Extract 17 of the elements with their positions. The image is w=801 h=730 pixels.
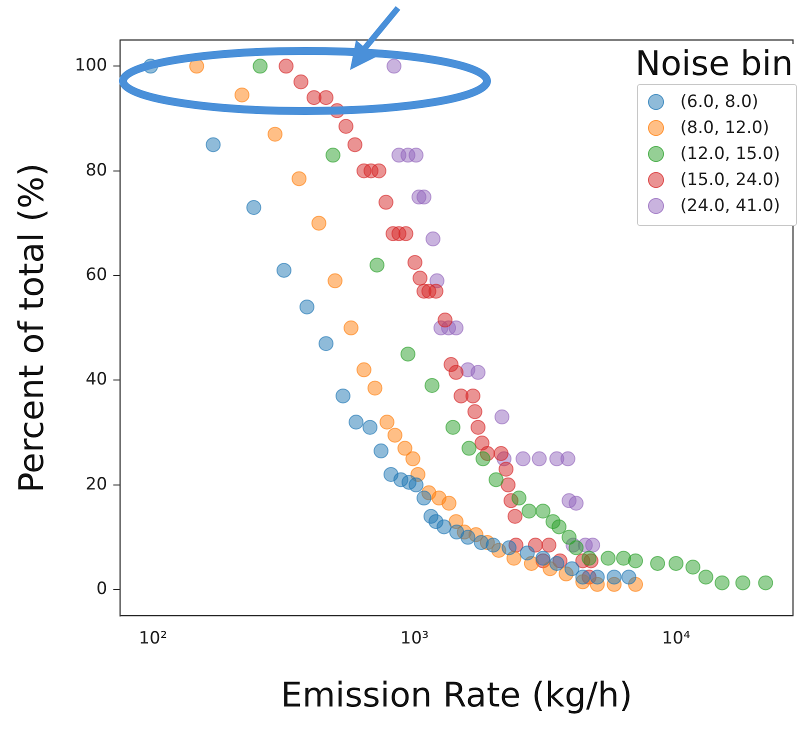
y-tick-label: 60 <box>86 264 108 285</box>
y-tick-label: 80 <box>86 160 108 180</box>
y-tick-label: 100 <box>74 56 108 76</box>
x-tick-label: 10³ <box>400 628 429 648</box>
legend-label: (8.0, 12.0) <box>680 118 770 138</box>
legend-label: (12.0, 15.0) <box>680 144 780 164</box>
y-axis-title: Percent of total (%) <box>12 163 52 493</box>
x-axis-title: Emission Rate (kg/h) <box>280 675 632 716</box>
legend-title: Noise bin <box>631 44 797 84</box>
y-tick-label: 40 <box>86 370 108 390</box>
legend-label: (24.0, 41.0) <box>680 196 780 216</box>
x-tick-label: 10² <box>138 628 168 648</box>
y-tick-label: 0 <box>96 579 108 600</box>
y-tick-label: 20 <box>86 474 108 494</box>
legend-label: (6.0, 8.0) <box>680 92 758 112</box>
x-tick-label: 10⁴ <box>662 628 690 648</box>
legend-label: (15.0, 24.0) <box>680 170 780 190</box>
